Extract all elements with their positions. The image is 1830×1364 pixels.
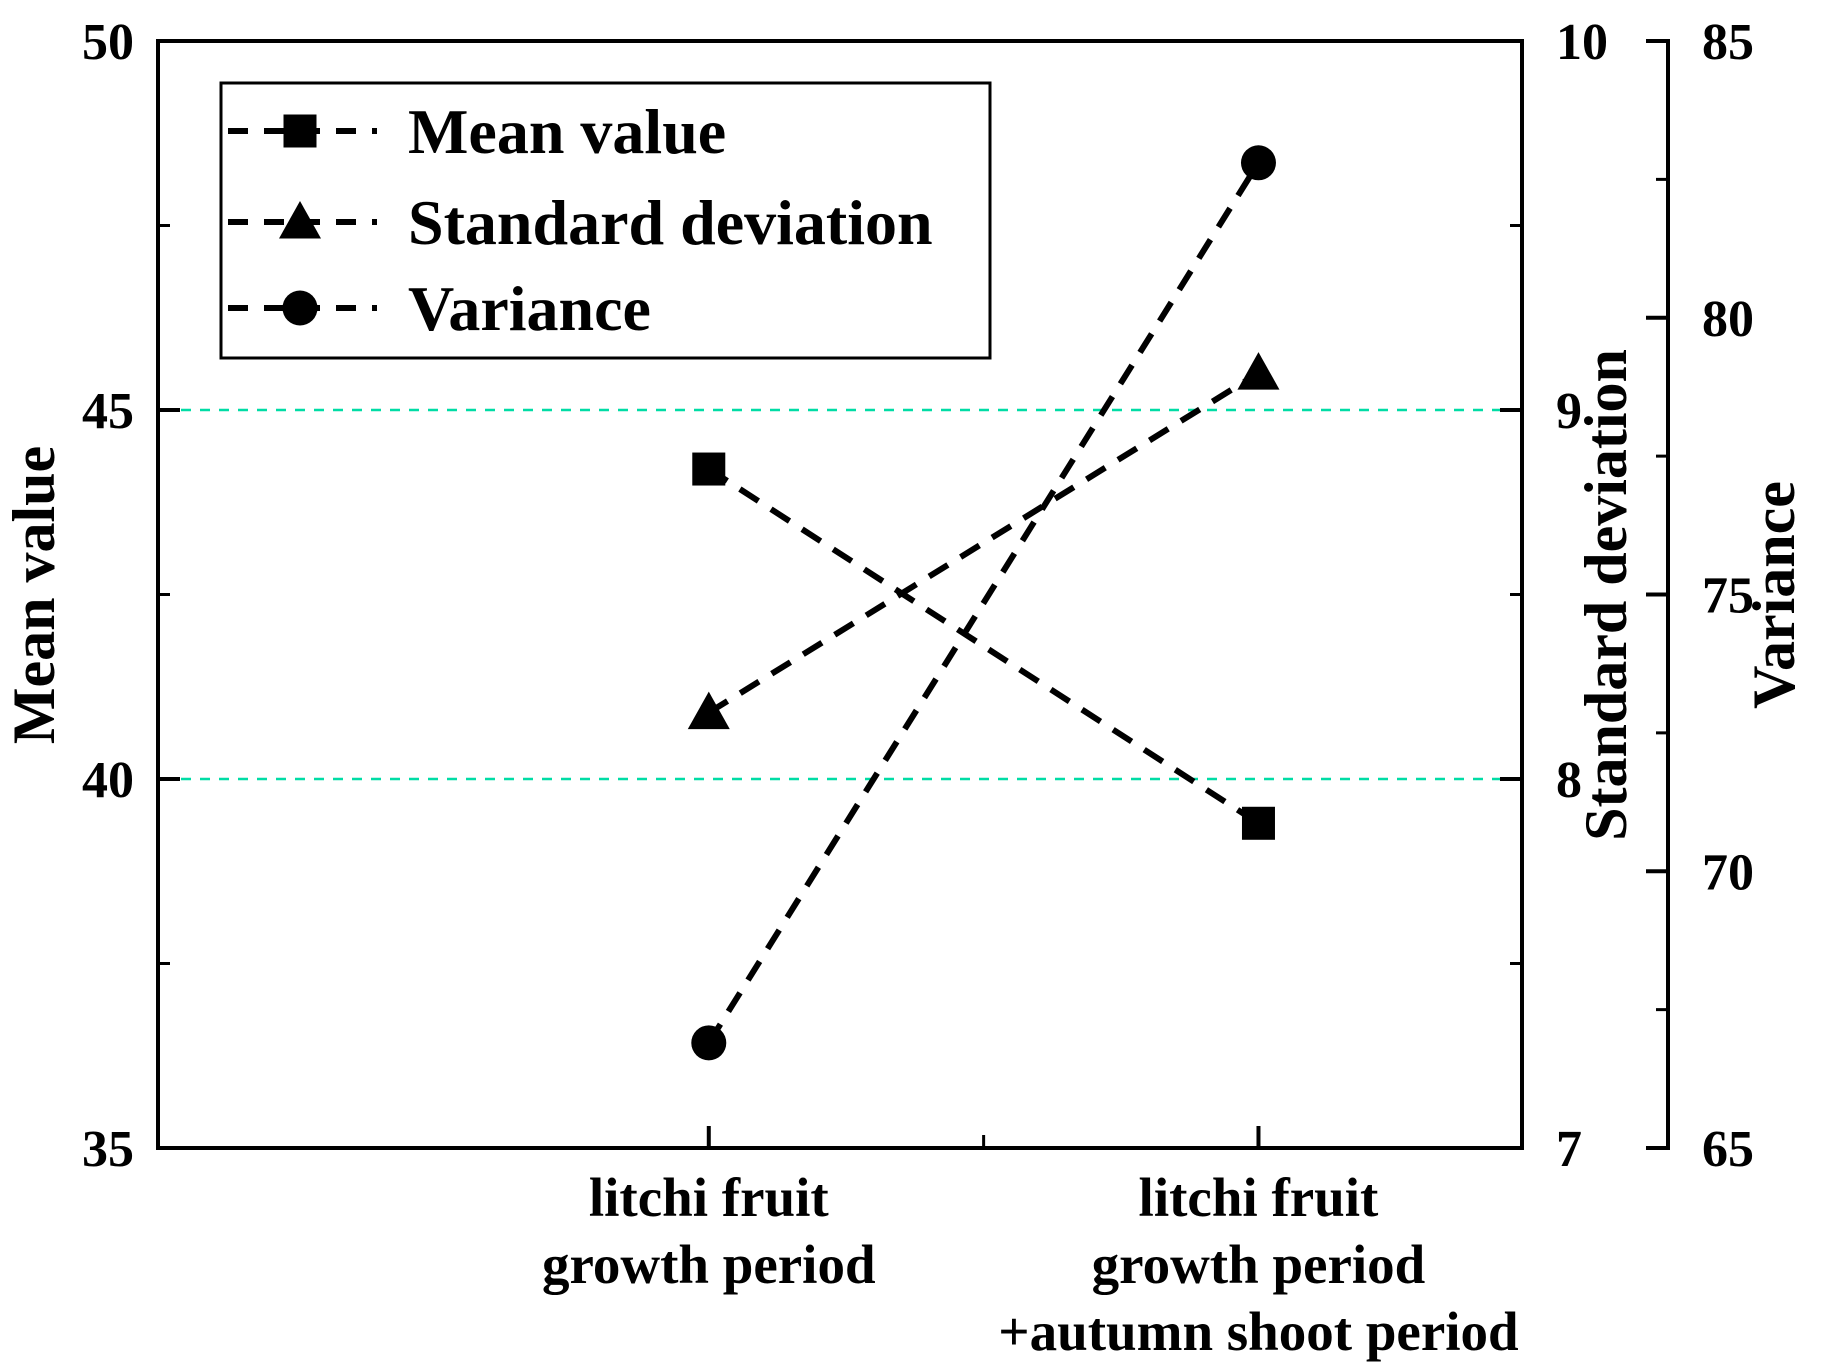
series-triangle	[687, 352, 1280, 730]
sd-tick-label: 8	[1556, 752, 1582, 809]
data-point-square	[1241, 806, 1275, 840]
legend-marker-square	[283, 114, 317, 148]
sd-tick-label: 7	[1556, 1121, 1582, 1178]
series-square	[692, 452, 1275, 840]
mean-tick-label: 50	[82, 14, 134, 71]
mean-axis-title: Mean value	[1, 446, 67, 744]
sd-axis-title: Standard deviation	[1573, 349, 1639, 841]
series-line-triangle	[707, 370, 1261, 716]
series-circle	[691, 145, 1276, 1061]
data-point-circle	[691, 1025, 727, 1061]
sd-tick-label: 10	[1556, 14, 1608, 71]
mean-tick-label: 35	[82, 1121, 134, 1178]
legend-marker-triangle	[279, 201, 321, 239]
variance-tick-label: 75	[1702, 568, 1754, 625]
data-point-square	[692, 452, 726, 486]
series-line-square	[707, 466, 1261, 826]
legend-label-mean-value: Mean value	[408, 96, 726, 167]
x-category-label-line: litchi fruit	[1139, 1167, 1380, 1228]
legend-label-variance: Variance	[408, 273, 651, 344]
variance-tick-label: 65	[1702, 1121, 1754, 1178]
legend-marker-circle	[282, 290, 318, 326]
variance-tick-label: 70	[1702, 844, 1754, 901]
series-line-circle	[706, 161, 1262, 1045]
x-category-label-line: litchi fruit	[589, 1167, 830, 1228]
mean-tick-label: 40	[82, 752, 134, 809]
y-axis-mean: 50 45 40 35	[82, 14, 180, 1178]
x-category-label-line: growth period	[542, 1234, 876, 1295]
data-point-circle	[1240, 145, 1276, 181]
legend-label-standard-deviation: Standard deviation	[408, 187, 933, 258]
x-category-label-line: growth period	[1092, 1234, 1426, 1295]
legend	[219, 81, 992, 360]
y-axis-sd: 10 9 8 7	[1500, 14, 1608, 1178]
data-point-triangle	[1237, 352, 1280, 390]
variance-axis-title: Variance	[1741, 481, 1807, 709]
y-axis-variance: 85 80 75 70 65	[1646, 14, 1754, 1178]
x-category-label-line: +autumn shoot period	[998, 1301, 1518, 1362]
variance-tick-label: 85	[1702, 14, 1754, 71]
variance-tick-label: 80	[1702, 291, 1754, 348]
axis-titles: Mean value Standard deviation Variance	[1, 349, 1807, 841]
data-point-triangle	[687, 691, 730, 730]
legend-labels: Mean value Standard deviation Variance	[408, 96, 933, 344]
mean-tick-label: 45	[82, 383, 134, 440]
sd-tick-label: 9	[1556, 383, 1582, 440]
gridlines	[162, 408, 1518, 781]
